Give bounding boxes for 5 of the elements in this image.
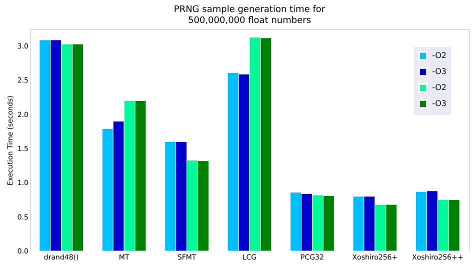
chart-title: PRNG sample generation time for 500,000,000 float numbers bbox=[174, 5, 326, 26]
legend-label: -O3 bbox=[432, 99, 446, 108]
legend-label: -O2 bbox=[432, 83, 446, 92]
legend-label: -O3 bbox=[432, 67, 446, 76]
legend-label: -O2 bbox=[432, 51, 446, 60]
